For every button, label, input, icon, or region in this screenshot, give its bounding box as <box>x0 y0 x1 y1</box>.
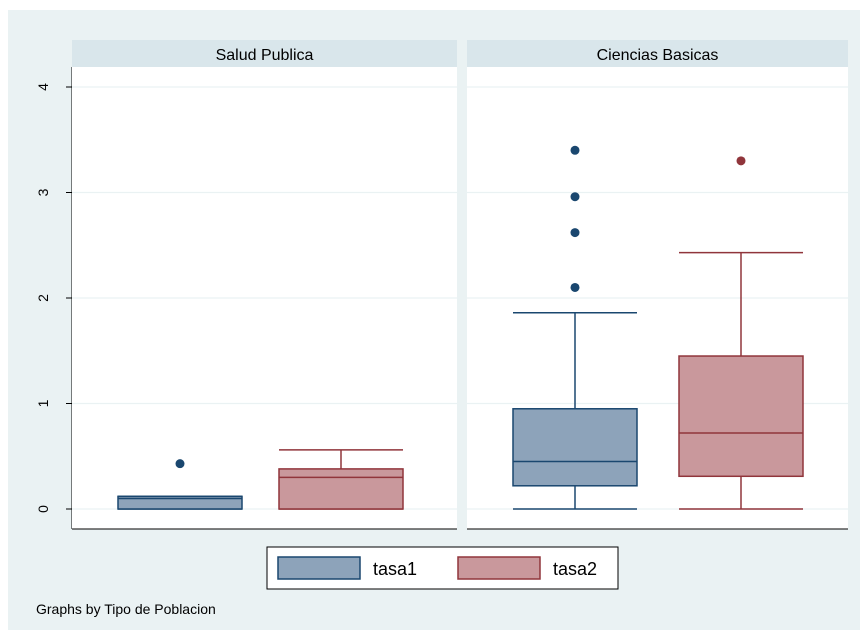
legend-key-tasa2 <box>457 556 541 580</box>
box-ciencias-basicas-tasa1 <box>512 408 638 487</box>
box-salud-publica-tasa2 <box>278 468 404 510</box>
outlier-point-ciencias-basicas-tasa2-0 <box>736 156 746 166</box>
box-salud-publica-tasa1 <box>117 495 243 510</box>
legend-label-tasa2: tasa2 <box>553 559 597 579</box>
y-tick-label-3: 3 <box>35 188 51 196</box>
outlier-point-ciencias-basicas-tasa1-2 <box>570 192 580 202</box>
outlier-point-ciencias-basicas-tasa1-0 <box>570 282 580 292</box>
legend-label-tasa1: tasa1 <box>373 559 417 579</box>
panel-strip-salud-publica <box>72 40 457 67</box>
y-tick-label-4: 4 <box>35 83 51 91</box>
box-ciencias-basicas-tasa2 <box>678 355 804 478</box>
panel-title-ciencias-basicas: Ciencias Basicas <box>597 47 719 64</box>
y-tick-label-2: 2 <box>35 294 51 302</box>
y-tick-label-1: 1 <box>35 399 51 407</box>
graph-note: Graphs by Tipo de Poblacion <box>36 601 216 617</box>
outlier-point-ciencias-basicas-tasa1-1 <box>570 228 580 238</box>
outlier-point-salud-publica-tasa1-0 <box>175 459 185 469</box>
y-tick-label-0: 0 <box>35 505 51 513</box>
legend-key-tasa1 <box>277 556 361 580</box>
outlier-point-ciencias-basicas-tasa1-3 <box>570 145 580 155</box>
panel-title-salud-publica: Salud Publica <box>216 47 314 64</box>
panel-strip-ciencias-basicas <box>467 40 848 67</box>
